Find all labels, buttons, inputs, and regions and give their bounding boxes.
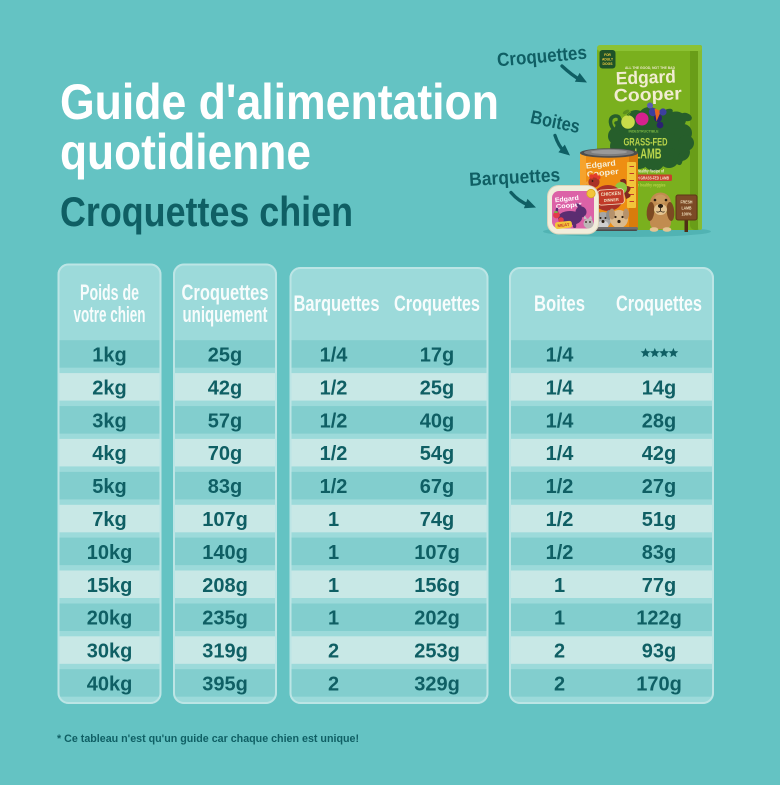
svg-text:1/2: 1/2 [546,509,574,531]
svg-text:395g: 395g [202,674,248,696]
svg-text:15kg: 15kg [87,575,133,597]
svg-text:1: 1 [328,608,339,630]
svg-text:FRESH GRASS-FED LAMB: FRESH GRASS-FED LAMB [629,176,669,181]
svg-text:319g: 319g [202,641,248,663]
svg-text:1: 1 [328,542,339,564]
svg-text:A Healthy Recipe of: A Healthy Recipe of [634,169,664,174]
svg-text:83g: 83g [642,542,676,564]
svg-text:ALL THE GOOD, NOT THE BAD: ALL THE GOOD, NOT THE BAD [625,66,676,70]
svg-text:253g: 253g [414,641,460,663]
svg-text:107g: 107g [202,509,248,531]
svg-text:170g: 170g [636,674,682,696]
svg-text:235g: 235g [202,608,248,630]
svg-text:74g: 74g [420,509,454,531]
svg-text:1kg: 1kg [92,345,126,367]
svg-text:83g: 83g [208,476,242,498]
svg-text:FRESH: FRESH [681,200,693,205]
svg-text:Croquettes chien: Croquettes chien [60,188,353,235]
svg-text:CHICKEN: CHICKEN [601,191,622,198]
svg-text:40g: 40g [420,410,454,432]
svg-text:1: 1 [554,608,565,630]
svg-text:MEAT: MEAT [557,222,570,228]
svg-text:Croquettes: Croquettes [394,291,480,316]
svg-text:Croquettes: Croquettes [616,291,702,316]
svg-text:Edgard: Edgard [585,158,616,170]
svg-text:1: 1 [554,575,565,597]
svg-text:1: 1 [328,509,339,531]
svg-text:2: 2 [554,641,565,663]
svg-text:140g: 140g [202,542,248,564]
svg-text:DINNER: DINNER [604,197,619,203]
svg-text:3kg: 3kg [92,410,126,432]
svg-text:uniquement: uniquement [183,302,268,327]
svg-text:1/4: 1/4 [546,377,575,399]
svg-text:51g: 51g [642,509,676,531]
svg-text:with healthy veggies: with healthy veggies [632,183,666,188]
svg-text:28g: 28g [642,410,676,432]
svg-text:1/4: 1/4 [546,345,575,367]
svg-text:Cooper: Cooper [613,83,682,105]
svg-text:57g: 57g [208,410,242,432]
svg-text:70g: 70g [208,443,242,465]
svg-text:DOGS: DOGS [603,62,614,66]
svg-text:30kg: 30kg [87,641,133,663]
svg-text:14g: 14g [642,377,676,399]
svg-text:5kg: 5kg [92,476,126,498]
svg-text:42g: 42g [642,443,676,465]
svg-text:* Ce tableau n'est qu'un guide: * Ce tableau n'est qu'un guide car chaqu… [57,733,359,745]
svg-text:Croquettes: Croquettes [182,280,269,305]
svg-text:2: 2 [554,674,565,696]
svg-text:Guide d'alimentation: Guide d'alimentation [60,74,499,130]
svg-text:122g: 122g [636,608,682,630]
svg-text:202g: 202g [414,608,460,630]
svg-text:17g: 17g [420,345,454,367]
svg-text:1/4: 1/4 [320,345,349,367]
svg-text:54g: 54g [420,443,454,465]
svg-text:Barquettes: Barquettes [469,165,561,191]
svg-text:GRASS‑FED: GRASS‑FED [624,137,668,149]
svg-text:Poids de: Poids de [80,280,139,305]
svg-text:107g: 107g [414,542,460,564]
svg-text:Edgard: Edgard [555,195,580,204]
svg-text:1/4: 1/4 [546,410,575,432]
svg-text:25g: 25g [420,377,454,399]
svg-text:1/2: 1/2 [320,476,348,498]
svg-text:ADULT: ADULT [602,58,614,62]
svg-text:42g: 42g [208,377,242,399]
svg-text:INDESTRUCTIBLE: INDESTRUCTIBLE [629,129,659,134]
svg-text:quotidienne: quotidienne [60,124,311,180]
svg-text:329g: 329g [414,674,460,696]
svg-text:25g: 25g [208,345,242,367]
svg-text:Barquettes: Barquettes [294,291,380,316]
svg-text:10kg: 10kg [87,542,133,564]
svg-text:1/2: 1/2 [320,410,348,432]
svg-text:Cooper: Cooper [556,201,583,211]
svg-text:7kg: 7kg [92,509,126,531]
svg-text:Edgard: Edgard [615,66,676,88]
svg-text:208g: 208g [202,575,248,597]
svg-text:Boites: Boites [534,291,585,316]
svg-text:2kg: 2kg [92,377,126,399]
svg-text:156g: 156g [414,575,460,597]
svg-text:1/2: 1/2 [546,542,574,564]
svg-text:67g: 67g [420,476,454,498]
svg-text:77g: 77g [642,575,676,597]
svg-text:1/2: 1/2 [546,476,574,498]
svg-text:LAMB: LAMB [635,147,662,163]
svg-text:93g: 93g [642,641,676,663]
svg-text:4kg: 4kg [92,443,126,465]
svg-text:1: 1 [328,575,339,597]
svg-text:2: 2 [328,674,339,696]
svg-text:FOR: FOR [604,53,611,57]
svg-text:1/2: 1/2 [320,443,348,465]
svg-text:100%: 100% [682,212,692,217]
svg-text:2: 2 [328,641,339,663]
svg-text:27g: 27g [642,476,676,498]
svg-text:20kg: 20kg [87,608,133,630]
svg-text:1/4: 1/4 [546,443,575,465]
svg-text:40kg: 40kg [87,674,133,696]
svg-text:votre chien: votre chien [74,302,146,327]
svg-text:LAMB: LAMB [682,206,692,211]
svg-text:1/2: 1/2 [320,377,348,399]
